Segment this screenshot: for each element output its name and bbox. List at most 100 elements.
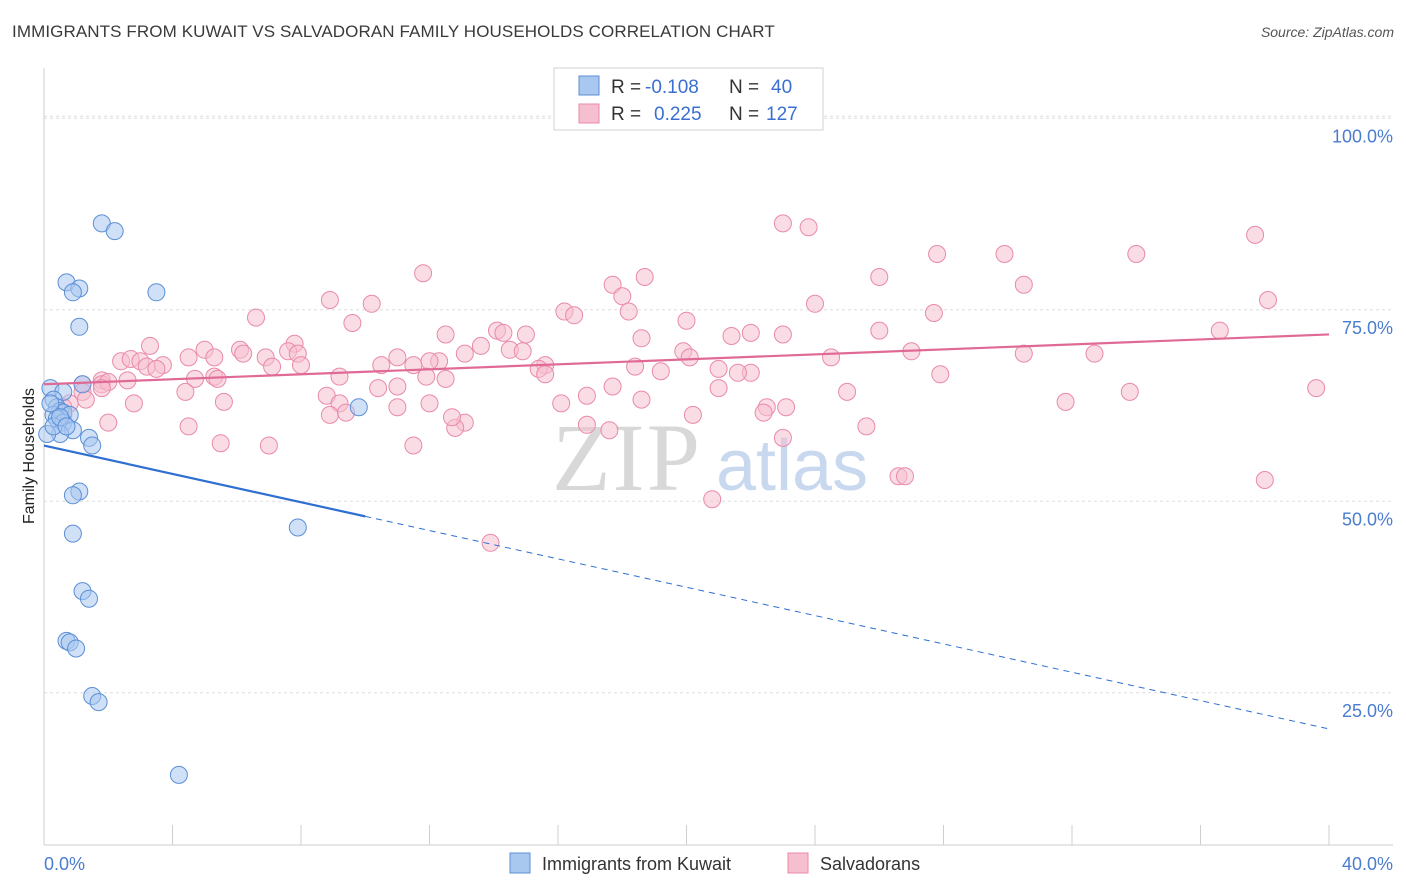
kuwait-point [288, 518, 307, 537]
kuwait-point [349, 398, 368, 417]
series-salvadorans [54, 214, 1326, 552]
salvadorans-point [1246, 225, 1265, 244]
salvadorans-point [205, 348, 224, 367]
x-tick-label-min: 0.0% [44, 854, 85, 874]
salvadorans-point [632, 390, 651, 409]
salvadorans-point [141, 336, 159, 355]
salvadorans-point [436, 369, 455, 388]
legend-swatch-kuwait [578, 75, 600, 96]
salvadorans-point [420, 352, 439, 371]
chart-source: Source: ZipAtlas.com [1260, 24, 1394, 40]
salvadorans-point [995, 245, 1014, 263]
salvadorans-point [417, 367, 436, 386]
y-tick-label-50: 50.0% [1342, 509, 1393, 529]
salvadorans-point [92, 379, 111, 398]
legend-top: R = -0.108 N = 40 R = 0.225 N = 127 [553, 67, 824, 131]
legend-n-value-kuwait: 40 [771, 77, 792, 98]
salvadorans-point [147, 359, 166, 378]
legend-r-value-salvadorans: 0.225 [654, 104, 702, 125]
trend-line-kuwait [43, 444, 366, 518]
kuwait-point [41, 394, 60, 413]
salvadorans-point [420, 394, 439, 413]
legend-bottom: Immigrants from Kuwait Salvadorans [509, 852, 920, 874]
trend-line-kuwait-projection [365, 515, 1330, 730]
salvadorans-point [1014, 344, 1033, 363]
salvadorans-point [214, 392, 233, 411]
kuwait-point [147, 283, 166, 302]
salvadorans-point [773, 214, 792, 233]
bottom-legend-swatch-salvadorans [787, 852, 809, 874]
chart-title: IMMIGRANTS FROM KUWAIT VS SALVADORAN FAM… [12, 22, 775, 41]
salvadorans-point [330, 367, 349, 386]
watermark: ZIP atlas [552, 404, 868, 511]
salvadorans-point [1056, 392, 1075, 411]
salvadorans-point [362, 294, 381, 313]
salvadorans-point [603, 377, 622, 396]
salvadorans-point [577, 386, 596, 405]
legend-n-label-kuwait: N = [729, 77, 759, 98]
salvadorans-point [632, 329, 651, 348]
salvadorans-point [388, 398, 407, 417]
salvadorans-point [896, 467, 914, 486]
salvadorans-point [777, 398, 796, 417]
x-tick-label-max: 40.0% [1342, 854, 1393, 874]
salvadorans-point [565, 306, 584, 325]
grid-lines [44, 115, 1393, 694]
salvadorans-point [741, 323, 760, 342]
kuwait-point [73, 375, 92, 394]
salvadorans-point [773, 428, 792, 447]
y-tick-label-25: 25.0% [1342, 701, 1393, 721]
salvadorans-point [838, 382, 857, 401]
salvadorans-point [388, 377, 407, 396]
salvadorans-point [234, 344, 253, 363]
salvadorans-point [709, 359, 728, 378]
salvadorans-point [176, 382, 195, 401]
y-tick-labels: 25.0% 50.0% 75.0% 100.0% [1332, 126, 1393, 721]
salvadorans-point [709, 379, 728, 398]
salvadorans-point [931, 365, 950, 384]
legend-swatch-salvadorans [578, 103, 600, 124]
salvadorans-point [651, 362, 670, 381]
salvadorans-point [471, 336, 490, 355]
salvadorans-point [754, 403, 773, 422]
salvadorans-point [722, 327, 741, 345]
salvadorans-point [208, 369, 227, 388]
kuwait-point [80, 589, 98, 608]
salvadorans-point [259, 436, 278, 455]
series-kuwait [38, 214, 368, 784]
salvadorans-point [320, 405, 339, 424]
salvadorans-point [369, 379, 388, 398]
salvadorans-point [870, 321, 889, 340]
salvadorans-point [536, 365, 555, 384]
y-tick-label-100: 100.0% [1332, 126, 1393, 146]
salvadorans-point [680, 348, 699, 367]
salvadorans-point [924, 304, 943, 322]
trend-lines [43, 333, 1330, 730]
salvadorans-point [263, 357, 282, 376]
salvadorans-point [600, 421, 619, 440]
trend-line-salvadorans [43, 333, 1330, 386]
kuwait-point [105, 222, 124, 241]
salvadorans-point [683, 405, 702, 424]
salvadorans-point [619, 302, 638, 321]
salvadorans-point [703, 490, 722, 509]
bottom-legend-label-kuwait: Immigrants from Kuwait [542, 854, 731, 874]
salvadorans-point [603, 275, 622, 294]
salvadorans-point [1259, 291, 1277, 309]
salvadorans-point [76, 390, 95, 409]
salvadorans-point [99, 413, 118, 432]
legend-n-value-salvadorans: 127 [766, 104, 798, 125]
salvadorans-point [635, 268, 654, 286]
salvadorans-point [481, 533, 500, 552]
salvadorans-point [799, 218, 818, 237]
salvadorans-point [404, 436, 423, 455]
salvadorans-point [928, 245, 947, 263]
salvadorans-point [516, 325, 535, 344]
salvadorans-point [1014, 275, 1033, 294]
salvadorans-point [343, 314, 362, 332]
salvadorans-point [1255, 471, 1274, 489]
legend-r-label-kuwait: R = [611, 77, 641, 98]
salvadorans-point [613, 287, 632, 306]
kuwait-point [63, 486, 82, 505]
